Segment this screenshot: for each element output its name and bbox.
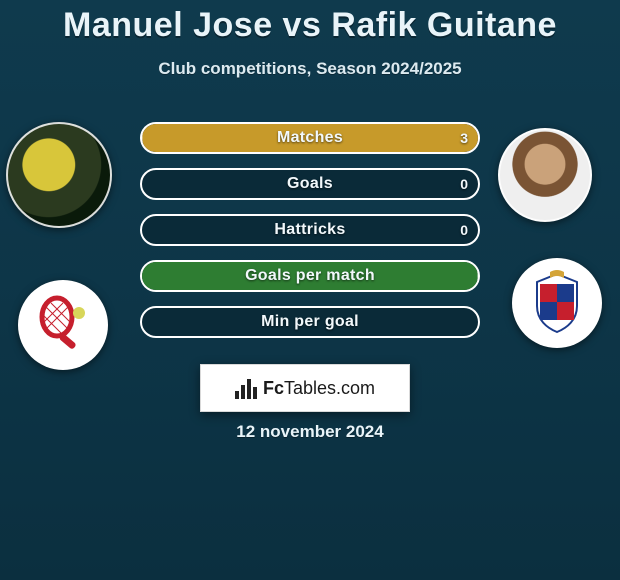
stat-label: Goals per match — [142, 262, 478, 290]
stat-value-right: 0 — [460, 170, 468, 198]
stats-panel: Matches3Goals0Hattricks0Goals per matchM… — [140, 122, 480, 352]
comparison-card: Manuel Jose vs Rafik Guitane Club compet… — [0, 0, 620, 580]
stat-row: Min per goal — [140, 306, 480, 338]
stat-label: Goals — [142, 170, 478, 198]
stat-row: Goals0 — [140, 168, 480, 200]
shield-icon — [522, 268, 592, 338]
badge-text: FcTables.com — [263, 378, 375, 399]
stat-value-right: 3 — [460, 124, 468, 152]
stat-label: Min per goal — [142, 308, 478, 336]
stat-row: Hattricks0 — [140, 214, 480, 246]
club-right-logo — [512, 258, 602, 348]
racket-icon — [33, 295, 93, 355]
bar-chart-icon — [235, 377, 257, 399]
fctables-badge[interactable]: FcTables.com — [200, 364, 410, 412]
page-title: Manuel Jose vs Rafik Guitane — [0, 0, 620, 45]
subtitle: Club competitions, Season 2024/2025 — [0, 59, 620, 79]
date-text: 12 november 2024 — [0, 422, 620, 442]
stat-label: Matches — [142, 124, 478, 152]
club-left-logo — [18, 280, 108, 370]
stat-row: Goals per match — [140, 260, 480, 292]
player-right-avatar — [498, 128, 592, 222]
stat-label: Hattricks — [142, 216, 478, 244]
stat-row: Matches3 — [140, 122, 480, 154]
player-left-avatar — [6, 122, 112, 228]
stat-value-right: 0 — [460, 216, 468, 244]
